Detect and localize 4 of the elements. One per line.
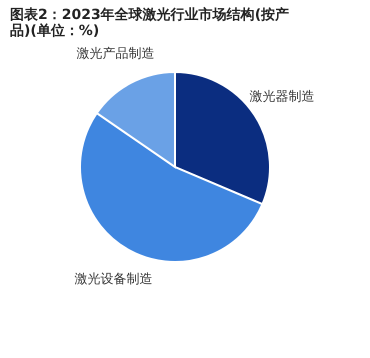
slice-label: 激光产品制造 — [76, 46, 154, 62]
chart-title: 图表2：2023年全球激光行业市场结构(按产品)(单位：%) — [10, 6, 290, 39]
slice-label: 激光设备制造 — [74, 272, 152, 288]
slice-label: 激光器制造 — [249, 89, 314, 104]
